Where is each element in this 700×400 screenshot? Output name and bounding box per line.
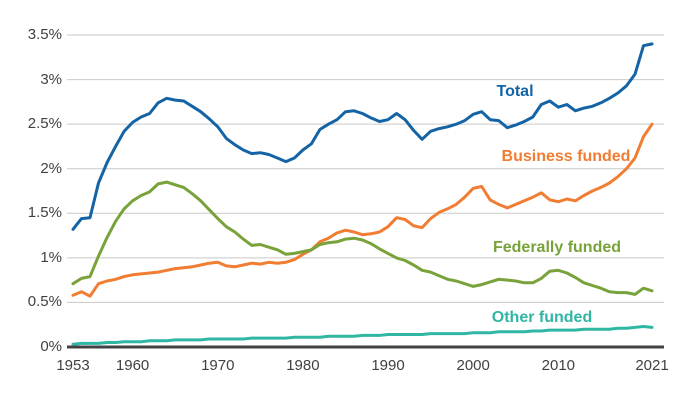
y-tick-3.5pct: 3.5% [27,26,62,43]
y-tick-1.5pct: 1.5% [27,204,62,222]
y-tick-0.5pct: 0.5% [27,293,62,311]
x-tick-1970: 1970 [201,357,235,374]
x-tick-2021: 2021 [635,357,669,374]
series-label-other-funded: Other funded [491,309,593,326]
x-tick-1990: 1990 [371,357,405,374]
x-tick-1980: 1980 [286,357,320,374]
series-label-total: Total [496,83,534,100]
y-tick-2.5pct: 2.5% [27,115,62,133]
y-tick-3pct: 3% [40,70,62,88]
line-total [71,42,654,231]
x-tick-1960: 1960 [115,357,150,374]
line-business-funded [71,122,654,298]
y-tick-2pct: 2% [40,159,62,177]
y-tick-0pct: 0% [40,338,62,355]
line-federally-funded [71,180,654,296]
x-tick-2010: 2010 [541,357,576,374]
series-label-business-funded: Business funded [501,148,631,165]
x-tick-1953: 1953 [56,357,90,374]
series-label-federally-funded: Federally funded [492,239,622,256]
x-tick-2000: 2000 [456,357,490,374]
y-tick-1pct: 1% [40,248,62,266]
line-other-funded [71,325,654,346]
